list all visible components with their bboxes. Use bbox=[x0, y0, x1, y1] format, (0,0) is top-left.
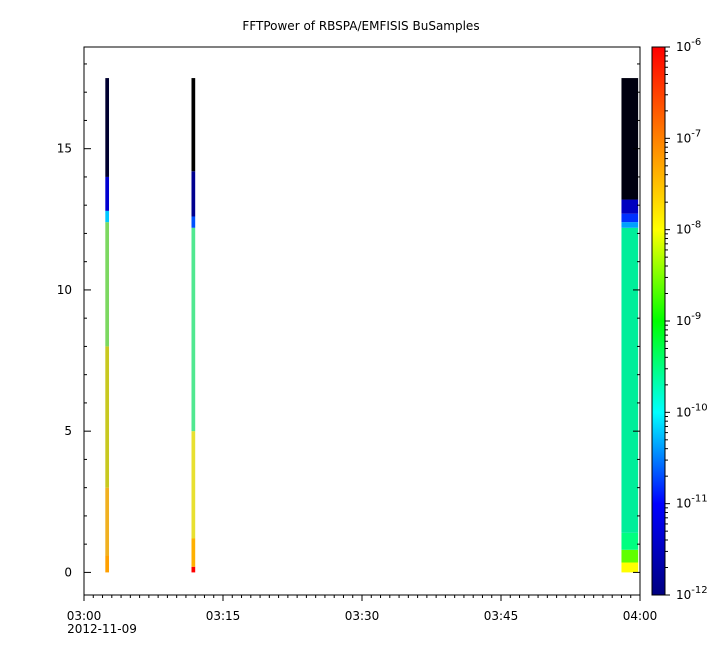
y-tick-label: 15 bbox=[57, 142, 72, 156]
spectrogram-cell bbox=[191, 216, 196, 228]
spectrogram-cell bbox=[621, 532, 639, 550]
spectrogram-cell bbox=[621, 562, 639, 573]
spectrogram-cell bbox=[621, 78, 639, 200]
plot-area bbox=[105, 78, 639, 573]
x-tick-label: 03:00 bbox=[67, 609, 102, 623]
x-tick-label: 03:15 bbox=[206, 609, 241, 623]
y-tick-label: 5 bbox=[64, 424, 72, 438]
spectrogram-column bbox=[105, 78, 110, 573]
spectrogram-column bbox=[621, 78, 639, 573]
spectrogram-cell bbox=[621, 227, 639, 533]
colorbar-tick-label: 10-10 bbox=[676, 402, 708, 419]
y-tick-label: 0 bbox=[64, 565, 72, 579]
spectrogram-cell bbox=[621, 222, 639, 228]
spectrogram-cell bbox=[191, 78, 196, 172]
spectrogram-cell bbox=[191, 566, 196, 573]
spectrogram-cell bbox=[191, 227, 196, 432]
spectrogram-cell bbox=[105, 487, 110, 556]
colorbar-tick-label: 10-9 bbox=[676, 311, 701, 328]
spectrogram-cell bbox=[105, 210, 110, 223]
spectrogram-cell bbox=[621, 549, 639, 563]
spectrogram-cell bbox=[105, 222, 110, 347]
colorbar-tick-label: 10-11 bbox=[676, 494, 708, 511]
x-tick-label: 03:45 bbox=[484, 609, 519, 623]
colorbar-tick-label: 10-12 bbox=[676, 585, 708, 602]
x-axis: 03:00 03:15 03:30 03:45 04:00 bbox=[67, 595, 658, 623]
spectrogram-cell bbox=[105, 555, 110, 573]
colorbar-tick-label: 10-6 bbox=[676, 37, 701, 54]
colorbar-tick-label: 10-8 bbox=[676, 220, 701, 237]
spectrogram-cell bbox=[105, 78, 110, 177]
y-axis: 0 5 10 15 bbox=[57, 63, 640, 579]
spectrogram-cell bbox=[191, 171, 196, 217]
spectrogram-cell bbox=[105, 346, 110, 488]
spectrogram-cell bbox=[191, 431, 196, 539]
chart-title: FFTPower of RBSPA/EMFISIS BuSamples bbox=[242, 19, 479, 33]
plot-frame bbox=[83, 46, 641, 596]
x-tick-label: 04:00 bbox=[623, 609, 658, 623]
y-tick-label: 10 bbox=[57, 283, 72, 297]
spectrogram-cell bbox=[621, 199, 639, 214]
spectrogram-cell bbox=[621, 213, 639, 223]
colorbar-tick-label: 10-7 bbox=[676, 128, 701, 145]
colorbar: 10-6 10-7 10-8 10-9 10-10 10-11 10-12 bbox=[651, 37, 708, 602]
x-date-label: 2012-11-09 bbox=[67, 622, 137, 636]
spectrogram-column bbox=[191, 78, 196, 573]
colorbar-scale bbox=[651, 46, 666, 596]
spectrogram-cell bbox=[105, 176, 110, 211]
spectrogram-cell bbox=[191, 538, 196, 567]
x-tick-label: 03:30 bbox=[345, 609, 380, 623]
